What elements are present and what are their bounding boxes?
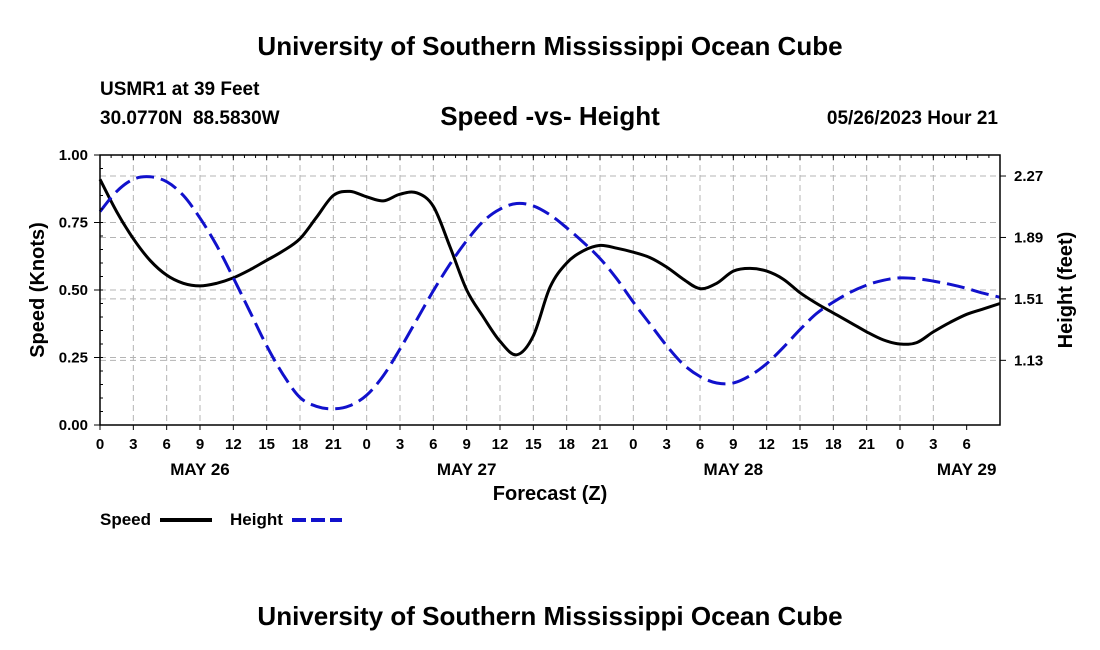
y-axis-left-label: Speed (Knots) — [27, 222, 49, 358]
y-right-tick-label: 1.89 — [1014, 229, 1043, 246]
date-label: MAY 28 — [704, 460, 764, 479]
chart-title: Speed -vs- Height — [440, 101, 660, 131]
x-tick-label: 3 — [929, 436, 937, 453]
x-tick-label: 21 — [325, 436, 342, 453]
header-title: University of Southern Mississippi Ocean… — [257, 31, 842, 61]
y-left-tick-label: 0.75 — [59, 215, 88, 232]
date-label: MAY 26 — [170, 460, 230, 479]
date-label: MAY 27 — [437, 460, 497, 479]
x-tick-label: 12 — [492, 436, 509, 453]
x-tick-label: 0 — [896, 436, 904, 453]
x-tick-label: 21 — [858, 436, 875, 453]
x-tick-label: 3 — [129, 436, 137, 453]
x-tick-label: 21 — [592, 436, 609, 453]
x-tick-label: 9 — [462, 436, 470, 453]
x-tick-label: 9 — [729, 436, 737, 453]
y-left-tick-label: 1.00 — [59, 147, 88, 164]
x-tick-label: 6 — [162, 436, 170, 453]
x-tick-label: 18 — [558, 436, 575, 453]
station-label: USMR1 at 39 Feet — [100, 79, 260, 100]
footer-title: University of Southern Mississippi Ocean… — [257, 601, 842, 631]
y-right-tick-label: 1.51 — [1014, 291, 1043, 308]
series — [98, 175, 1001, 411]
x-tick-label: 9 — [196, 436, 204, 453]
axes: 0 3 6 9 12 15 18 21 0 3 6 9 12 15 18 21 0 3 6 9 12 15 18 21 0 3 6M… — [59, 147, 1043, 479]
x-tick-label: 15 — [792, 436, 809, 453]
x-tick-label: 3 — [662, 436, 670, 453]
x-axis-label: Forecast (Z) — [493, 483, 607, 505]
x-tick-label: 0 — [362, 436, 370, 453]
x-tick-label: 12 — [225, 436, 242, 453]
y-left-tick-label: 0.50 — [59, 282, 88, 299]
x-tick-label: 6 — [429, 436, 437, 453]
x-tick-label: 6 — [962, 436, 970, 453]
x-tick-label: 0 — [629, 436, 637, 453]
x-tick-label: 15 — [525, 436, 542, 453]
y-axis-right-label: Height (feet) — [1055, 232, 1077, 349]
x-tick-label: 0 — [96, 436, 104, 453]
x-tick-label: 18 — [292, 436, 309, 453]
series-line-speed — [98, 178, 1001, 357]
grid — [100, 155, 1000, 425]
x-tick-label: 12 — [758, 436, 775, 453]
y-right-tick-label: 1.13 — [1014, 352, 1043, 369]
y-left-tick-label: 0.25 — [59, 350, 88, 367]
x-tick-label: 6 — [696, 436, 704, 453]
date-label: MAY 29 — [937, 460, 997, 479]
series-line-height — [98, 175, 1001, 411]
x-tick-label: 15 — [258, 436, 275, 453]
legend-speed-label: Speed — [100, 510, 151, 529]
legend-height-label: Height — [230, 510, 283, 529]
legend: Speed Height — [100, 510, 342, 529]
coordinates-label: 30.0770N 88.5830W — [100, 108, 280, 129]
y-right-tick-label: 2.27 — [1014, 168, 1043, 185]
y-left-tick-label: 0.00 — [59, 417, 88, 434]
x-tick-label: 18 — [825, 436, 842, 453]
date-hour-label: 05/26/2023 Hour 21 — [827, 108, 999, 129]
x-tick-label: 3 — [396, 436, 404, 453]
